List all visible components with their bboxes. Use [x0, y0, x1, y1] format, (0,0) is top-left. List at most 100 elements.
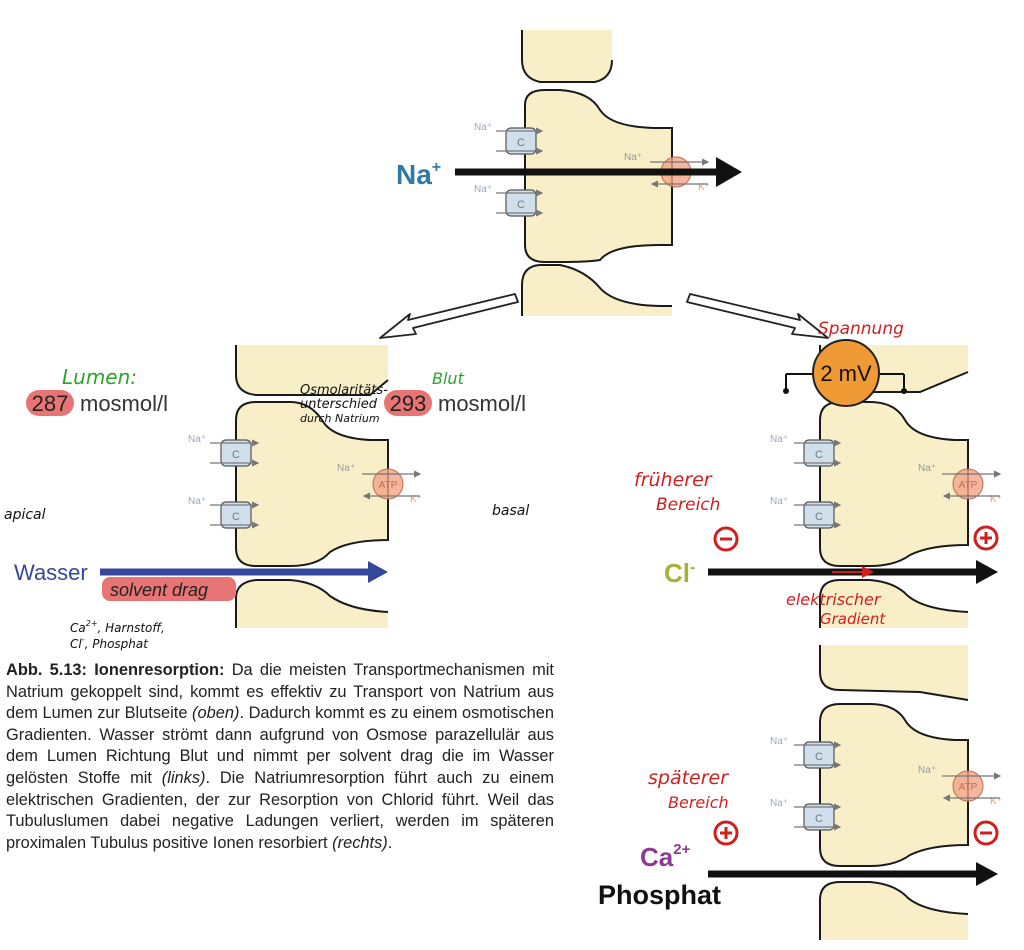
right-cell-middle: [819, 401, 969, 567]
water-label: Wasser: [14, 560, 88, 585]
right-pump-na: Na⁺: [918, 463, 936, 474]
right2-cotransporter-1: C Na⁺: [770, 736, 842, 769]
arrow-to-left-panel: [379, 293, 519, 339]
basal-label: basal: [492, 503, 529, 519]
late-region-line1: späterer: [648, 767, 729, 789]
left-na-channel-2: Na⁺: [188, 496, 206, 507]
right2-cell-lower: [820, 882, 968, 940]
right2-cotransporter-2: C Na⁺: [770, 798, 842, 831]
phosphat-label: Phosphat: [598, 880, 721, 910]
calcium-phosphat-arrow: [708, 862, 998, 886]
left-cell-lower: [236, 580, 388, 628]
spannung-label: Spannung: [818, 319, 904, 339]
apical-label: apical: [4, 507, 46, 523]
lumen-value: 287: [32, 391, 69, 416]
gradient-label-line1: elektrischer: [786, 590, 882, 609]
right2-c1-label: C: [815, 751, 823, 763]
caption-text-4: .: [387, 833, 393, 852]
early-region-line2: Bereich: [656, 495, 720, 515]
osmolarity-note-line2: unterschied: [300, 397, 378, 412]
right2-na-channel-2: Na⁺: [770, 798, 788, 809]
voltmeter: 2 mV: [783, 339, 907, 407]
right-atp-label: ATP: [959, 480, 978, 491]
caption-text-2: . Dadurch kommt es zu einem osmotischen …: [6, 704, 554, 787]
blood-heading: Blut: [432, 369, 465, 388]
osmolarity-note-line3: durch Natrium: [300, 412, 380, 425]
lumen-unit: mosmol/l: [80, 391, 168, 416]
solutes-line2: Cl-, Phosphat: [70, 635, 149, 651]
right-c2-label: C: [815, 511, 823, 523]
plus-sign-early: [973, 525, 999, 551]
arrow-to-right-panel: [686, 293, 829, 339]
solvent-drag-label: solvent drag: [110, 580, 208, 600]
left-cotransporter-1: C Na⁺: [188, 434, 260, 467]
top-cell-upper: [522, 30, 612, 82]
top-sodium-label: Na+: [396, 159, 441, 190]
right2-pump-na: Na⁺: [918, 765, 936, 776]
left-pump-na: Na⁺: [337, 463, 355, 474]
caption-italic-2: (links): [161, 768, 206, 787]
blood-value-badge: [384, 390, 432, 416]
top-na-channel-1: Na⁺: [474, 122, 492, 133]
top-cell-middle: [524, 89, 673, 263]
left-cell-middle: [235, 401, 389, 567]
gradient-label-line2: Gradient: [820, 610, 886, 628]
blood-value: 293: [390, 391, 427, 416]
left-cell-upper: [236, 345, 388, 395]
caption-italic-3: (rechts): [332, 833, 388, 852]
chloride-label: Cl-: [664, 558, 695, 588]
caption-italic-1: (oben): [192, 704, 240, 723]
left-atp-label: ATP: [379, 480, 398, 491]
right-na-channel-1: Na⁺: [770, 434, 788, 445]
top-sodium-arrow: [455, 157, 742, 187]
right-panel-upper: C Na⁺ C Na⁺ ATP Na⁺ K⁺ Spannung: [634, 319, 1002, 628]
top-c2-label: C: [517, 199, 525, 211]
right2-c2-label: C: [815, 813, 823, 825]
right2-atpase-pump: ATP Na⁺ K⁺: [918, 765, 1002, 807]
left-atpase-pump: ATP Na⁺ K⁺: [337, 463, 422, 505]
caption-text-3: . Die Natriumresorption führt auch zu ei…: [6, 768, 554, 852]
left-na-channel-1: Na⁺: [188, 434, 206, 445]
right-atpase-pump: ATP Na⁺ K⁺: [918, 463, 1002, 505]
water-arrow: [100, 561, 388, 583]
left-c1-label: C: [232, 449, 240, 461]
late-region-line2: Bereich: [668, 793, 729, 812]
left-pump-k: K⁺: [410, 494, 422, 505]
right-cotransporter-1: C Na⁺: [770, 434, 842, 467]
top-na-channel-2: Na⁺: [474, 184, 492, 195]
left-panel: C Na⁺ C Na⁺ ATP Na⁺ K⁺ Lumen: 287 mosmol…: [4, 345, 529, 651]
top-pump-k: K⁺: [698, 182, 710, 193]
right2-na-channel-1: Na⁺: [770, 736, 788, 747]
minus-sign-late: [973, 820, 999, 846]
voltage-value: 2 mV: [820, 361, 872, 386]
plus-sign-late: [713, 820, 739, 846]
top-cotransporter-1: C Na⁺: [474, 122, 544, 155]
minus-sign-early: [713, 526, 739, 552]
lumen-heading: Lumen:: [62, 365, 137, 389]
caption-label: Abb. 5.13: Ionenresorption:: [6, 661, 225, 679]
solvent-drag-badge: [102, 577, 236, 601]
right-na-channel-2: Na⁺: [770, 496, 788, 507]
right-cotransporter-2: C Na⁺: [770, 496, 842, 529]
left-c2-label: C: [232, 511, 240, 523]
solutes-line1: Ca2+, Harnstoff,: [70, 619, 165, 635]
top-cell-lower: [522, 265, 672, 316]
top-pump-na: Na⁺: [624, 152, 642, 163]
figure-caption: Abb. 5.13: Ionenresorption: Da die meist…: [6, 660, 554, 854]
right-cell-lower: [820, 580, 968, 628]
right-c1-label: C: [815, 449, 823, 461]
top-c1-label: C: [517, 137, 525, 149]
calcium-label: Ca2+: [640, 841, 691, 872]
right2-cell-upper: [820, 645, 968, 700]
blood-unit: mosmol/l: [438, 391, 526, 416]
early-region-line1: früherer: [634, 469, 713, 491]
right-pump-k: K⁺: [990, 494, 1002, 505]
caption-text-1: Da die meisten Transport­mechanismen mit…: [6, 661, 554, 723]
right2-cell-middle: [819, 703, 969, 867]
right2-atp-label: ATP: [959, 782, 978, 793]
right2-pump-k: K⁺: [990, 796, 1002, 807]
left-cotransporter-2: C Na⁺: [188, 496, 260, 529]
top-panel: C Na⁺ C Na⁺ Na⁺ K⁺ Na+: [379, 30, 829, 339]
right-panel-lower: C Na⁺ C Na⁺ ATP Na⁺ K⁺ späterer Bereich: [598, 645, 1002, 940]
